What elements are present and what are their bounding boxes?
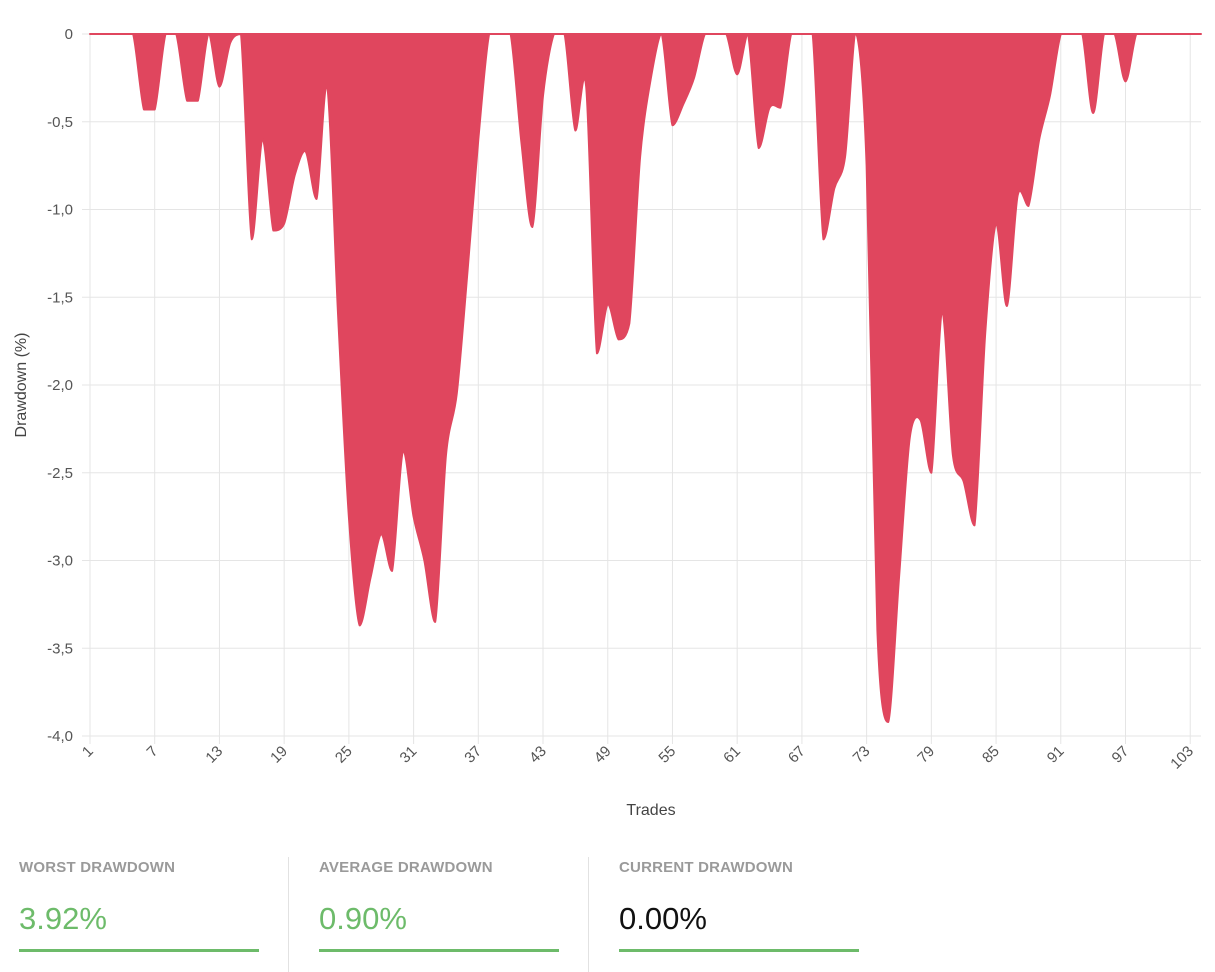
drawdown-chart: 0 -0,5 -1,0 -1,5 -2,0 -2,5 -3,0 -3,5 -4,0 1 7 13 19…	[13, 26, 1202, 819]
x-tick-label: 91	[1044, 743, 1068, 767]
stat-label: CURRENT DRAWDOWN	[619, 859, 794, 876]
x-tick-label: 13	[202, 743, 226, 767]
x-tick-label: 31	[397, 743, 421, 767]
x-tick-label: 43	[526, 743, 550, 767]
x-tick-label: 73	[850, 743, 874, 767]
divider	[288, 857, 289, 972]
stat-value: 0.00%	[619, 901, 707, 936]
x-tick-label: 49	[591, 743, 615, 767]
x-tick-label: 67	[785, 743, 809, 767]
stat-underline	[619, 949, 859, 952]
x-tick-label: 103	[1167, 743, 1197, 773]
x-tick-label: 61	[720, 743, 744, 767]
drawdown-stats: WORST DRAWDOWN 3.92% AVERAGE DRAWDOWN 0.…	[0, 835, 1215, 972]
y-axis-ticks: 0 -0,5 -1,0 -1,5 -2,0 -2,5 -3,0 -3,5 -4,0	[47, 26, 73, 745]
y-tick-label: -3,0	[47, 553, 73, 570]
x-tick-label: 37	[461, 743, 485, 767]
stat-label: AVERAGE DRAWDOWN	[319, 859, 493, 876]
y-axis-title: Drawdown (%)	[13, 333, 30, 438]
x-tick-label: 85	[979, 743, 1003, 767]
stat-label: WORST DRAWDOWN	[19, 859, 176, 876]
stat-underline	[319, 949, 559, 952]
divider	[588, 857, 589, 972]
y-tick-label: -1,5	[47, 289, 73, 306]
x-tick-label: 55	[655, 743, 679, 767]
stat-value: 3.92%	[19, 901, 107, 936]
y-tick-label: -4,0	[47, 728, 73, 745]
drawdown-area	[89, 33, 1202, 723]
x-tick-label: 25	[332, 743, 356, 767]
x-tick-label: 97	[1109, 743, 1133, 767]
x-tick-label: 7	[144, 743, 162, 761]
y-tick-label: -1,0	[47, 202, 73, 219]
x-tick-label: 19	[267, 743, 291, 767]
x-tick-label: 1	[79, 743, 97, 761]
x-tick-label: 79	[914, 743, 938, 767]
y-tick-label: -2,0	[47, 377, 73, 394]
x-axis-title: Trades	[626, 802, 675, 819]
stat-value: 0.90%	[319, 901, 407, 936]
y-tick-label: -0,5	[47, 114, 73, 131]
y-tick-label: -3,5	[47, 640, 73, 657]
stat-underline	[19, 949, 259, 952]
x-axis-ticks: 1 7 13 19 25 31 37 43 49 55 61 67 73 79 85 91 97 103	[79, 743, 1197, 773]
y-tick-label: 0	[65, 26, 73, 43]
y-tick-label: -2,5	[47, 465, 73, 482]
